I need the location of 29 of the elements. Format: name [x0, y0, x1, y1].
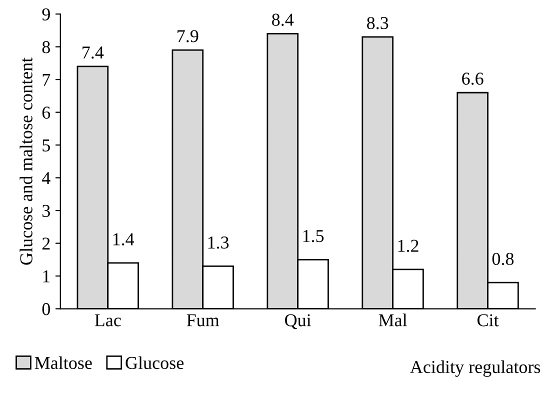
x-tick-label: Qui: [285, 314, 312, 330]
y-tick-label: 1: [43, 270, 50, 282]
y-tick-label: 6: [42, 106, 50, 119]
data-label: 7.9: [178, 30, 198, 42]
data-label: 1.3: [208, 236, 229, 249]
x-tick-label: Mal: [378, 314, 407, 326]
data-label: 1.4: [113, 233, 134, 246]
y-tick-label: 3: [42, 204, 50, 217]
x-axis-title: Acidity regulators: [410, 360, 540, 377]
data-label: 6.6: [462, 72, 484, 85]
y-tick-label: 7: [42, 74, 50, 86]
data-label: 1.2: [398, 240, 418, 252]
y-tick-label: 9: [42, 8, 50, 20]
data-label: 7.4: [82, 46, 104, 59]
data-label: 0.8: [492, 252, 514, 266]
x-tick-label: Fum: [186, 314, 220, 326]
legend-label: Glucose: [126, 356, 184, 370]
data-label: 8.3: [367, 16, 388, 30]
y-tick-label: 5: [42, 139, 50, 152]
y-tick-label: 2: [42, 238, 50, 250]
x-tick-label: Cit: [477, 314, 499, 326]
x-tick-label: Lac: [94, 314, 121, 326]
legend-label: Maltose: [34, 356, 92, 370]
y-tick-label: 8: [42, 41, 50, 54]
y-axis-title: Glucose and maltose content: [20, 57, 32, 265]
data-label: 1.5: [303, 230, 324, 242]
y-tick-label: 4: [42, 172, 50, 184]
y-tick-label: 0: [42, 303, 50, 316]
data-label: 8.4: [272, 14, 294, 26]
